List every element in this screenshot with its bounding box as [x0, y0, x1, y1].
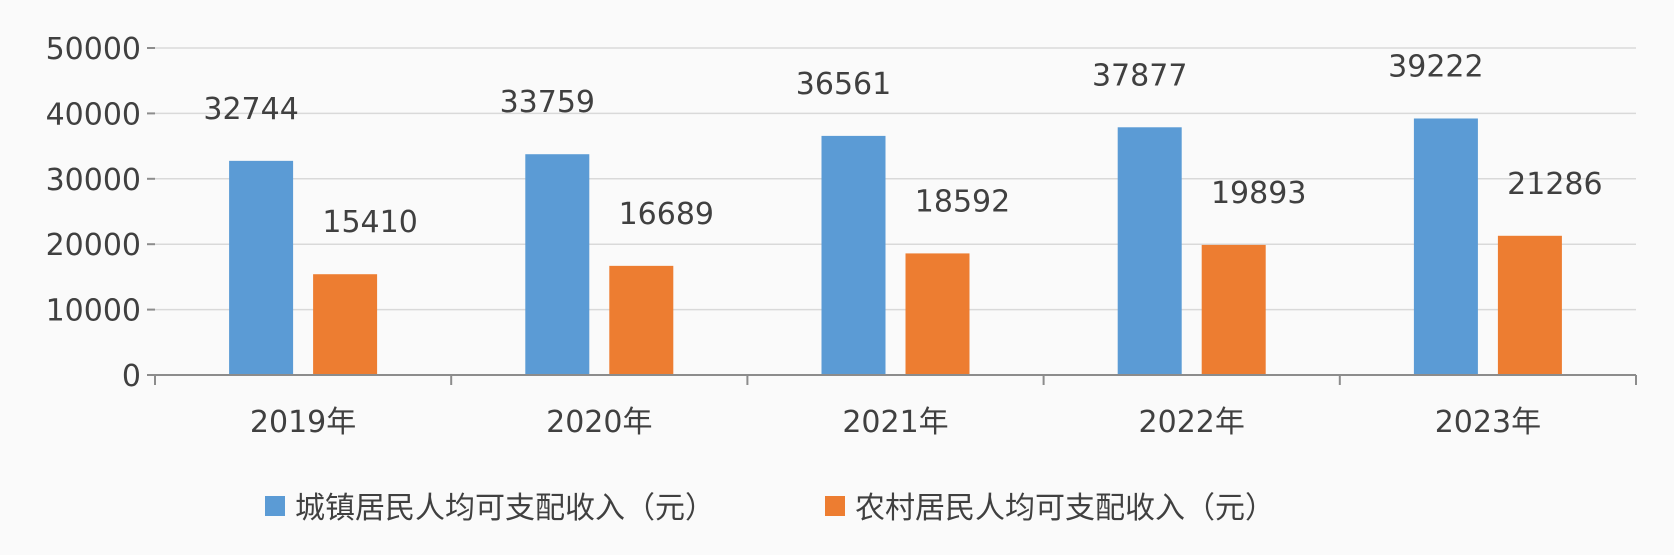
bar-urban: [1117, 127, 1182, 375]
x-tick-label: 2023年: [1435, 405, 1541, 440]
bar-rural: [313, 274, 378, 375]
legend-label: 农村居民人均可支配收入（元）: [855, 491, 1275, 526]
data-label: 37877: [1092, 58, 1187, 93]
bar-rural: [905, 253, 970, 375]
x-tick-label: 2020年: [546, 405, 652, 440]
data-label: 33759: [500, 85, 595, 120]
data-label: 15410: [322, 205, 417, 240]
bar-rural: [1201, 244, 1266, 375]
bar-urban: [229, 160, 294, 375]
y-tick-label: 0: [122, 359, 141, 394]
bar-urban: [525, 154, 590, 375]
y-axis-ticks: 0 10000 20000 30000 40000 50000: [46, 32, 155, 394]
data-label: 21286: [1507, 167, 1602, 202]
bar-rural: [1497, 235, 1562, 375]
bar-rural: [609, 265, 674, 375]
gridlines: [155, 47, 1636, 311]
data-label: 39222: [1388, 49, 1483, 84]
y-tick-label: 40000: [46, 97, 141, 132]
data-label: 32744: [203, 92, 298, 127]
legend: 城镇居民人均可支配收入（元） 农村居民人均可支配收入（元）: [265, 491, 1275, 526]
x-axis-ticks: 2019年 2020年 2021年 2022年 2023年: [154, 375, 1637, 440]
data-label: 18592: [915, 184, 1010, 219]
x-tick-label: 2022年: [1139, 405, 1245, 440]
bar-urban: [1413, 118, 1478, 375]
x-tick-label: 2021年: [842, 405, 948, 440]
bars: [229, 118, 1562, 375]
legend-label: 城镇居民人均可支配收入（元）: [295, 491, 715, 526]
bar-urban: [821, 135, 886, 375]
y-tick-label: 20000: [46, 228, 141, 263]
y-tick-label: 30000: [46, 163, 141, 198]
y-tick-label: 50000: [46, 32, 141, 67]
y-tick-label: 10000: [46, 294, 141, 329]
x-tick-label: 2019年: [250, 405, 356, 440]
data-label: 36561: [796, 67, 891, 102]
data-label: 16689: [619, 197, 714, 232]
data-labels: 32744 15410 33759 16689 36561 18592 37877 19893…: [203, 49, 1602, 240]
legend-swatch: [825, 496, 845, 516]
legend-swatch: [265, 496, 285, 516]
data-label: 19893: [1211, 176, 1306, 211]
